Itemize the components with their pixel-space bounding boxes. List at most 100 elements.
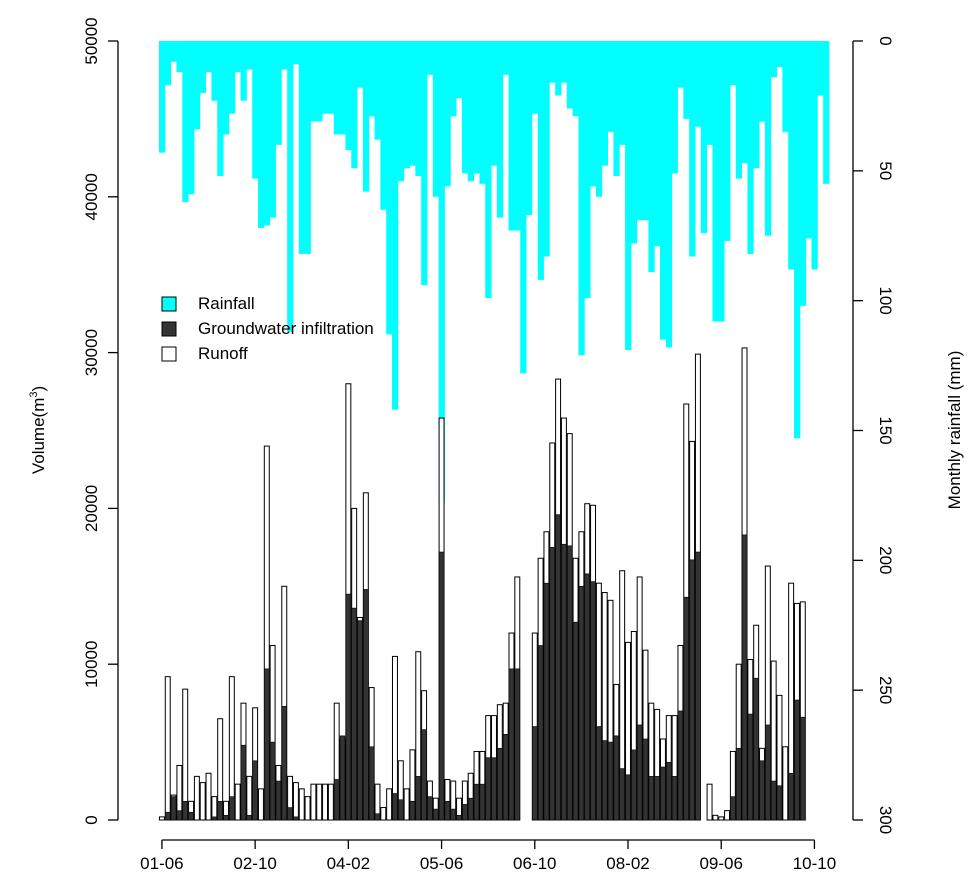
groundwater-bar xyxy=(578,585,585,821)
groundwater-bar xyxy=(479,783,486,821)
groundwater-bars xyxy=(164,514,806,821)
rainfall-bar xyxy=(753,41,760,169)
groundwater-bar xyxy=(368,746,375,821)
legend-item-runoff: Runoff xyxy=(161,344,248,363)
right-tick-label: 50 xyxy=(876,161,895,180)
rainfall-bar xyxy=(409,41,416,166)
x-tick-label: 01-06 xyxy=(140,854,183,873)
rainfall-bar xyxy=(584,41,591,299)
rainfall-bar xyxy=(170,41,177,62)
x-axis: 01-06 02-10 04-02 05-06 06-10 08-02 09-06 10-10 xyxy=(140,839,836,873)
groundwater-bar xyxy=(625,774,631,821)
groundwater-bar xyxy=(339,735,346,821)
right-tick-label: 100 xyxy=(876,286,895,314)
groundwater-bar xyxy=(561,543,567,821)
left-tick-label: 10000 xyxy=(82,641,101,688)
rainfall-bar xyxy=(741,41,748,164)
rainfall-bar xyxy=(304,41,311,254)
runoff-bar xyxy=(292,782,299,821)
rainfall-bar xyxy=(799,41,807,306)
rainfall-bar xyxy=(327,41,335,114)
rainfall-bar xyxy=(572,41,579,117)
left-tick-label: 50000 xyxy=(82,17,101,64)
x-tick-label: 06-10 xyxy=(513,854,556,873)
left-tick-label: 40000 xyxy=(82,173,101,220)
rainfall-bar xyxy=(759,41,766,122)
legend-swatch-groundwater xyxy=(161,321,177,337)
rainfall-bar xyxy=(322,41,329,114)
rainfall-bar xyxy=(386,41,393,335)
rainfall-bar xyxy=(561,41,568,83)
y-axis-title-right: Monthly rainfall (mm) xyxy=(945,351,964,510)
groundwater-bar xyxy=(450,808,456,821)
rainfall-bar xyxy=(188,41,195,195)
runoff-bar xyxy=(304,796,311,821)
rainfall-bar xyxy=(351,41,358,169)
groundwater-bar xyxy=(601,740,608,821)
rainfall-bar xyxy=(281,41,288,70)
groundwater-bar xyxy=(631,749,637,821)
groundwater-bar xyxy=(240,744,247,821)
groundwater-bar xyxy=(252,760,258,821)
rainfall-bar xyxy=(339,41,346,135)
rainfall-bar xyxy=(724,41,731,241)
rainfall-bar xyxy=(660,41,667,340)
groundwater-bar xyxy=(176,810,183,821)
runoff-bar xyxy=(182,688,189,821)
rainfall-bar xyxy=(438,41,445,504)
runoff-bar xyxy=(310,783,317,821)
rainfall-bar xyxy=(182,41,189,202)
legend-swatch-rainfall xyxy=(161,296,177,312)
rainfall-bar xyxy=(514,41,521,231)
groundwater-bar xyxy=(514,668,521,821)
rainfall-bar xyxy=(817,41,824,96)
groundwater-bar xyxy=(596,726,602,821)
runoff-bar xyxy=(327,783,334,821)
groundwater-bar xyxy=(677,710,684,821)
groundwater-bar xyxy=(223,815,229,821)
groundwater-bar xyxy=(444,801,451,821)
legend-item-groundwater: Groundwater infiltration xyxy=(161,319,374,338)
rainfall-bar xyxy=(368,41,375,117)
legend-label-rainfall: Rainfall xyxy=(198,294,255,313)
rainfall-bar xyxy=(520,41,527,374)
groundwater-bar xyxy=(392,793,398,821)
x-tick-label: 08-02 xyxy=(606,854,649,873)
runoff-bar xyxy=(724,810,731,821)
groundwater-bar xyxy=(438,551,445,821)
rainfall-bar xyxy=(776,41,783,67)
groundwater-bar xyxy=(467,797,474,821)
rainfall-bar xyxy=(403,41,410,169)
rainfall-bar xyxy=(695,41,702,127)
right-tick-label: 300 xyxy=(876,806,895,834)
rainfall-bar xyxy=(467,41,475,182)
groundwater-bar xyxy=(613,735,620,821)
runoff-bar xyxy=(234,783,241,821)
runoff-bar xyxy=(164,676,171,821)
rainfall-bar xyxy=(636,41,643,221)
groundwater-bar xyxy=(497,748,503,821)
runoff-bar xyxy=(193,775,200,821)
rainfall-bar xyxy=(735,41,743,179)
rainfall-bar xyxy=(333,41,341,135)
runoff-bar xyxy=(782,746,789,821)
rainfall-bar xyxy=(625,41,632,351)
groundwater-bar xyxy=(211,816,218,821)
rainfall-bar xyxy=(444,41,451,187)
groundwater-bar xyxy=(753,677,759,821)
rainfall-bar xyxy=(293,41,300,65)
groundwater-bar xyxy=(485,757,491,821)
left-tick-label: 0 xyxy=(82,815,101,824)
groundwater-bar xyxy=(508,668,515,821)
rainfall-bar xyxy=(630,41,638,244)
rainfall-bar xyxy=(537,41,544,280)
rainfall-bar xyxy=(421,41,428,286)
groundwater-bar xyxy=(182,801,188,821)
groundwater-bar xyxy=(572,621,579,821)
x-tick-label: 04-02 xyxy=(327,854,370,873)
rainfall-bar xyxy=(316,41,323,122)
groundwater-bar xyxy=(363,589,369,821)
rainfall-bar xyxy=(164,41,172,86)
rainfall-bar xyxy=(729,41,737,86)
